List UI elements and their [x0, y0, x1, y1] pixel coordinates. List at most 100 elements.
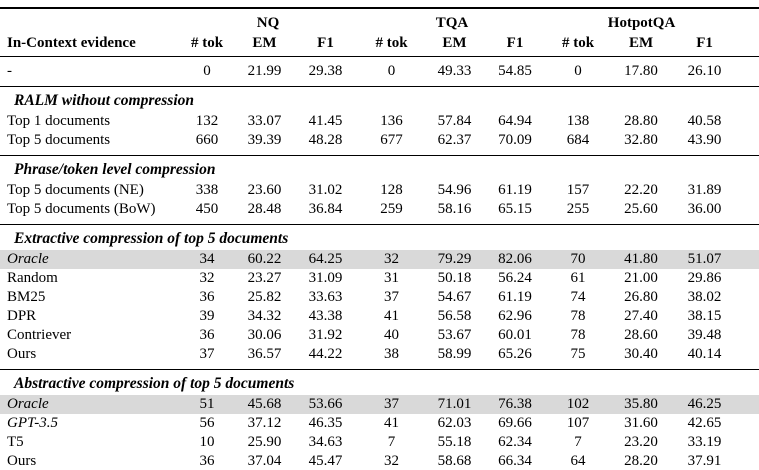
- header-group-hotpotqa: HotpotQA: [607, 15, 676, 31]
- cell-value: 31.89: [687, 182, 722, 198]
- section-title: RALM without compression: [14, 92, 195, 109]
- cell-value: 37: [199, 346, 215, 362]
- cell-value: 74: [570, 289, 586, 305]
- cell-value: 21.99: [247, 63, 282, 79]
- cell-value: 61: [570, 270, 586, 286]
- cell-value: 29.86: [687, 270, 722, 286]
- cell-value: 70.09: [498, 132, 532, 148]
- cell-value: 43.90: [687, 132, 722, 148]
- cell-value: 75: [570, 346, 586, 362]
- cell-value: 30.06: [247, 327, 282, 343]
- table-row: - 0 21.99 29.38 0 49.33 54.85 0 17.80 26.10: [0, 57, 759, 87]
- cell-value: 56: [199, 415, 215, 431]
- cell-value: 31.60: [624, 415, 658, 431]
- header-group-spacer: [0, 8, 178, 33]
- header-num-tokens-tqa: # tok: [375, 35, 408, 51]
- header-em-tqa: EM: [442, 35, 467, 51]
- cell-value: 31.02: [308, 182, 343, 198]
- header-group-nq: NQ: [256, 15, 280, 31]
- cell-value: 64.25: [308, 251, 343, 267]
- cell-value: 44.22: [308, 346, 343, 362]
- cell-value: 338: [195, 182, 219, 198]
- cell-value: 82.06: [498, 251, 532, 267]
- header-f1-hotpotqa: F1: [696, 35, 713, 51]
- cell-value: 38: [384, 346, 399, 362]
- cell-value: 23.27: [247, 270, 282, 286]
- cell-value: 78: [570, 308, 586, 324]
- section-title: Extractive compression of top 5 document…: [14, 230, 289, 247]
- cell-value: 32: [199, 270, 215, 286]
- header-em-hotpotqa: EM: [628, 35, 654, 51]
- header-columns-row: In-Context evidence # tok EM F1 # tok EM…: [0, 33, 759, 57]
- cell-value: 40: [384, 327, 399, 343]
- cell-value: 31.09: [308, 270, 343, 286]
- cell-value: 41: [384, 308, 399, 324]
- table-row: Top 5 documents (BoW) 450 28.48 36.84 259 58.…: [0, 200, 759, 225]
- cell-value: 0: [574, 63, 582, 79]
- header-num-tokens-nq: # tok: [190, 35, 224, 51]
- cell-value: 54.85: [498, 63, 532, 79]
- row-label: T5: [7, 434, 24, 450]
- section-title-row: RALM without compression: [0, 86, 759, 113]
- cell-value: 157: [566, 182, 590, 198]
- results-table: NQ TQA HotpotQA In-Context evidence # to…: [0, 7, 759, 470]
- row-label: Top 1 documents: [7, 113, 111, 129]
- cell-value: 21.00: [624, 270, 658, 286]
- cell-value: 35.80: [624, 396, 658, 412]
- header-em-nq: EM: [252, 35, 277, 51]
- table-row: Random 32 23.27 31.09 31 50.18 56.24 61 21.00 29.…: [0, 269, 759, 288]
- cell-value: 41.45: [308, 113, 343, 129]
- table-row: Contriever 36 30.06 31.92 40 53.67 60.01 78 28.6…: [0, 326, 759, 345]
- cell-value: 33.63: [308, 289, 343, 305]
- cell-value: 32: [384, 251, 399, 267]
- cell-value: 25.82: [247, 289, 282, 305]
- section-title-row: Abstractive compression of top 5 documen…: [0, 369, 759, 396]
- cell-value: 36: [199, 327, 215, 343]
- table-header: NQ TQA HotpotQA In-Context evidence # to…: [0, 8, 759, 57]
- cell-value: 41.80: [624, 251, 658, 267]
- cell-value: 54.67: [437, 289, 472, 305]
- section-title-row: Phrase/token level compression: [0, 155, 759, 182]
- row-label: Top 5 documents (NE): [7, 182, 144, 198]
- table-row: GPT-3.5 56 37.12 46.35 41 62.03 69.66 107 31.60 4…: [0, 414, 759, 433]
- cell-value: 51: [199, 396, 215, 412]
- cell-value: 58.99: [437, 346, 472, 362]
- cell-value: 31.92: [308, 327, 343, 343]
- cell-value: 128: [380, 182, 403, 198]
- header-f1-tqa: F1: [506, 35, 524, 51]
- table-body: - 0 21.99 29.38 0 49.33 54.85 0 17.80 26.10 RALM w…: [0, 57, 759, 470]
- cell-value: 36.84: [308, 201, 343, 217]
- cell-value: 53.67: [437, 327, 472, 343]
- cell-value: 684: [566, 132, 590, 148]
- cell-value: 61.19: [498, 289, 532, 305]
- header-dataset-group-row: NQ TQA HotpotQA: [0, 8, 759, 33]
- cell-value: 30.40: [624, 346, 658, 362]
- cell-value: 22.20: [624, 182, 658, 198]
- cell-value: 45.47: [308, 453, 343, 469]
- section-title-row: Extractive compression of top 5 document…: [0, 224, 759, 251]
- cell-value: 28.60: [624, 327, 658, 343]
- table-row: DPR 39 34.32 43.38 41 56.58 62.96 78 27.40 38.15: [0, 307, 759, 326]
- table-row: Ours 37 36.57 44.22 38 58.99 65.26 75 30.40 40.14: [0, 345, 759, 370]
- cell-value: 23.20: [624, 434, 658, 450]
- cell-value: 37: [384, 289, 399, 305]
- cell-value: 136: [380, 113, 403, 129]
- cell-value: 23.60: [247, 182, 282, 198]
- cell-value: 50.18: [437, 270, 472, 286]
- cell-value: 7: [574, 434, 582, 450]
- cell-value: 46.25: [687, 396, 722, 412]
- cell-value: 39.48: [687, 327, 722, 343]
- cell-value: 7: [387, 434, 396, 450]
- cell-value: 56.58: [437, 308, 472, 324]
- cell-value: 0: [203, 63, 211, 79]
- row-label: Top 5 documents: [7, 132, 111, 148]
- cell-value: 46.35: [308, 415, 343, 431]
- cell-value: 56.24: [498, 270, 532, 286]
- table-row: T5 10 25.90 34.63 7 55.18 62.34 7 23.20 33.19: [0, 433, 759, 452]
- cell-value: 32: [384, 453, 399, 469]
- cell-value: 78: [570, 327, 586, 343]
- cell-value: 259: [380, 201, 403, 217]
- cell-value: 53.66: [308, 396, 343, 412]
- cell-value: 132: [195, 113, 219, 129]
- cell-value: 32.80: [624, 132, 658, 148]
